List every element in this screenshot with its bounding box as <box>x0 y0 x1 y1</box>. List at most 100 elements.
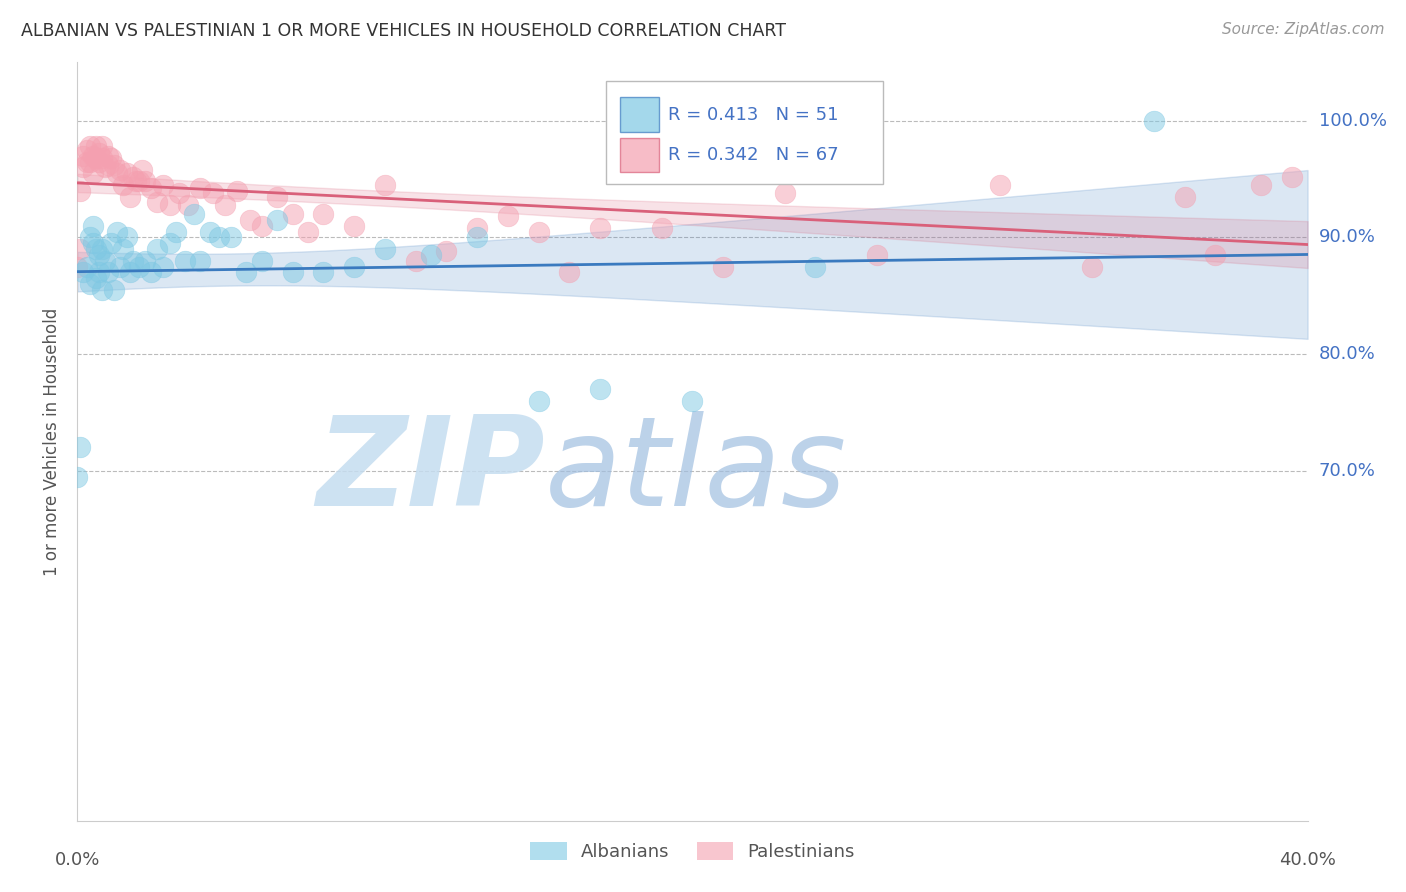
Point <box>128 174 150 188</box>
Point <box>97 149 120 163</box>
Point <box>115 230 138 244</box>
Point <box>374 178 396 192</box>
Point <box>66 469 89 483</box>
Point <box>312 265 335 279</box>
Point <box>866 248 889 262</box>
Point <box>121 253 143 268</box>
Point <box>82 236 104 251</box>
Point <box>250 219 273 233</box>
Text: atlas: atlas <box>546 411 846 533</box>
Text: ZIP: ZIP <box>316 411 546 533</box>
Point <box>208 230 231 244</box>
Legend: Albanians, Palestinians: Albanians, Palestinians <box>523 835 862 869</box>
Text: Source: ZipAtlas.com: Source: ZipAtlas.com <box>1222 22 1385 37</box>
Point <box>103 158 125 172</box>
Point <box>297 225 319 239</box>
Point <box>82 219 104 233</box>
Point <box>131 162 153 177</box>
Point <box>374 242 396 256</box>
Point <box>69 184 91 198</box>
Point <box>100 236 122 251</box>
Point <box>79 277 101 291</box>
Point <box>465 230 488 244</box>
Point <box>188 253 212 268</box>
Point <box>1204 248 1226 262</box>
Text: 0.0%: 0.0% <box>55 851 100 869</box>
Point <box>76 154 98 169</box>
Point <box>87 248 110 262</box>
Text: R = 0.342   N = 67: R = 0.342 N = 67 <box>668 146 838 164</box>
Point <box>76 143 98 157</box>
Point <box>110 162 132 177</box>
Point <box>226 184 249 198</box>
Point <box>152 178 174 192</box>
FancyBboxPatch shape <box>606 81 883 184</box>
Point <box>420 248 443 262</box>
Point <box>112 242 135 256</box>
Point <box>125 174 148 188</box>
Point <box>312 207 335 221</box>
Point <box>90 151 114 165</box>
Point <box>1081 260 1104 274</box>
Text: ALBANIAN VS PALESTINIAN 1 OR MORE VEHICLES IN HOUSEHOLD CORRELATION CHART: ALBANIAN VS PALESTINIAN 1 OR MORE VEHICL… <box>21 22 786 40</box>
Point <box>266 213 288 227</box>
Text: 80.0%: 80.0% <box>1319 345 1375 363</box>
Point <box>436 244 458 259</box>
Point <box>527 393 550 408</box>
Point <box>84 151 107 165</box>
Point <box>84 271 107 285</box>
Point <box>174 253 197 268</box>
Point <box>1143 113 1166 128</box>
Point <box>79 139 101 153</box>
Point <box>465 221 488 235</box>
Text: 40.0%: 40.0% <box>1279 851 1336 869</box>
Point <box>90 283 114 297</box>
Point <box>105 225 128 239</box>
Point <box>84 242 107 256</box>
FancyBboxPatch shape <box>620 137 659 172</box>
Text: R = 0.413   N = 51: R = 0.413 N = 51 <box>668 106 838 124</box>
Point <box>82 149 104 163</box>
Point <box>239 213 262 227</box>
Point <box>72 149 94 163</box>
Point <box>1281 169 1303 184</box>
Point <box>281 207 304 221</box>
Point <box>804 260 827 274</box>
Point <box>188 181 212 195</box>
Point <box>167 186 190 200</box>
Point <box>90 139 114 153</box>
Point <box>100 151 122 165</box>
Point <box>214 198 236 212</box>
Point <box>97 265 120 279</box>
Point <box>152 260 174 274</box>
Point <box>711 260 734 274</box>
Text: 90.0%: 90.0% <box>1319 228 1375 246</box>
Point <box>651 221 673 235</box>
Point <box>97 158 120 172</box>
Point <box>69 242 91 256</box>
Point <box>405 253 427 268</box>
Point <box>112 178 135 192</box>
Point <box>201 186 224 200</box>
Point <box>219 230 242 244</box>
Point <box>343 260 366 274</box>
Point <box>87 154 110 169</box>
Point <box>496 210 519 224</box>
Point <box>146 242 169 256</box>
Point <box>266 189 288 203</box>
Point <box>79 154 101 169</box>
Point <box>105 166 128 180</box>
Point <box>90 242 114 256</box>
Point <box>82 166 104 180</box>
Point <box>134 253 156 268</box>
Point <box>69 441 91 455</box>
Point <box>87 146 110 161</box>
Point <box>165 225 187 239</box>
FancyBboxPatch shape <box>620 97 659 132</box>
Point <box>94 253 117 268</box>
Point <box>235 265 257 279</box>
Point <box>250 253 273 268</box>
Point <box>343 219 366 233</box>
Point <box>66 260 89 274</box>
Point <box>87 265 110 279</box>
